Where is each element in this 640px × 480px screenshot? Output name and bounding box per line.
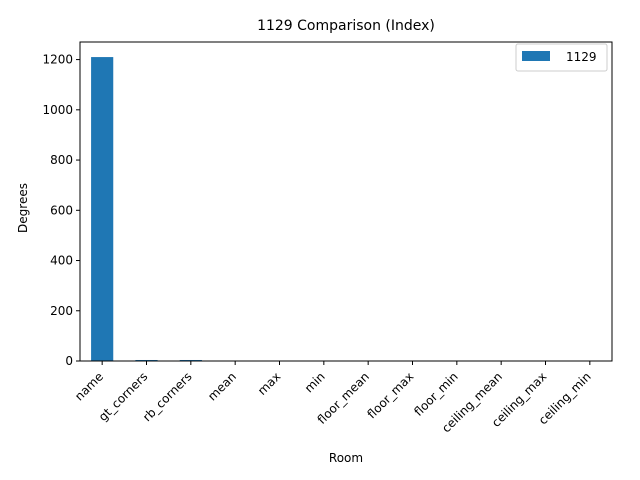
- plot-frame: [79, 41, 613, 362]
- axes-group: 020040060080010001200namegt_cornersrb_co…: [42, 41, 613, 435]
- legend-label: 1129: [566, 50, 597, 64]
- x-tick-label: max: [255, 369, 283, 397]
- y-tick-label: 600: [50, 203, 73, 217]
- y-tick-label: 800: [50, 153, 73, 167]
- bar-rb_corners: [179, 359, 202, 361]
- bars-group: [91, 57, 202, 362]
- x-tick-label: name: [72, 369, 106, 403]
- y-tick-label: 1200: [42, 53, 73, 67]
- legend-swatch: [522, 51, 550, 61]
- y-tick-label: 0: [65, 354, 73, 368]
- x-tick-label: min: [302, 369, 328, 395]
- y-axis-label: Degrees: [16, 183, 30, 233]
- x-tick-label: mean: [205, 369, 239, 403]
- bar-gt_corners: [135, 359, 158, 361]
- y-tick-label: 200: [50, 304, 73, 318]
- legend-frame: [515, 43, 608, 72]
- x-axis-label: Room: [329, 451, 363, 465]
- y-tick-label: 1000: [42, 103, 73, 117]
- y-tick-label: 400: [50, 254, 73, 268]
- x-tick-label: floor_max: [365, 369, 417, 421]
- legend: 1129: [515, 43, 608, 72]
- bar-name: [91, 57, 114, 362]
- chart-title: 1129 Comparison (Index): [257, 18, 435, 34]
